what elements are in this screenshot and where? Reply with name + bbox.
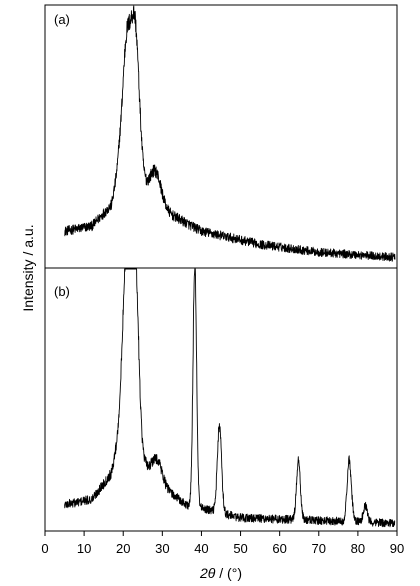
x-tick-label: 0 — [41, 541, 48, 556]
panel-a-label: (a) — [54, 12, 70, 27]
panel-a-frame — [44, 4, 398, 269]
panel-b-frame — [44, 267, 398, 532]
x-tick-label: 40 — [194, 541, 208, 556]
series-line-a — [64, 5, 396, 262]
x-tick-label: 80 — [351, 541, 365, 556]
x-tick-label: 30 — [155, 541, 169, 556]
x-axis-title-unit: / (°) — [215, 565, 242, 581]
x-axis-title: 2θ / (°) — [199, 565, 242, 581]
x-tick-label: 20 — [116, 541, 130, 556]
x-tick-label: 50 — [233, 541, 247, 556]
x-axis: 0 10 20 30 40 50 60 70 80 90 — [41, 531, 404, 556]
panel-b-label: (b) — [54, 284, 70, 299]
x-tick-label: 70 — [312, 541, 326, 556]
x-tick-label: 60 — [272, 541, 286, 556]
series-line-b — [64, 268, 396, 528]
y-axis-title: Intensity / a.u. — [20, 224, 36, 311]
x-axis-title-symbol: 2θ — [199, 565, 216, 581]
x-tick-label: 90 — [390, 541, 404, 556]
x-tick-label: 10 — [77, 541, 91, 556]
